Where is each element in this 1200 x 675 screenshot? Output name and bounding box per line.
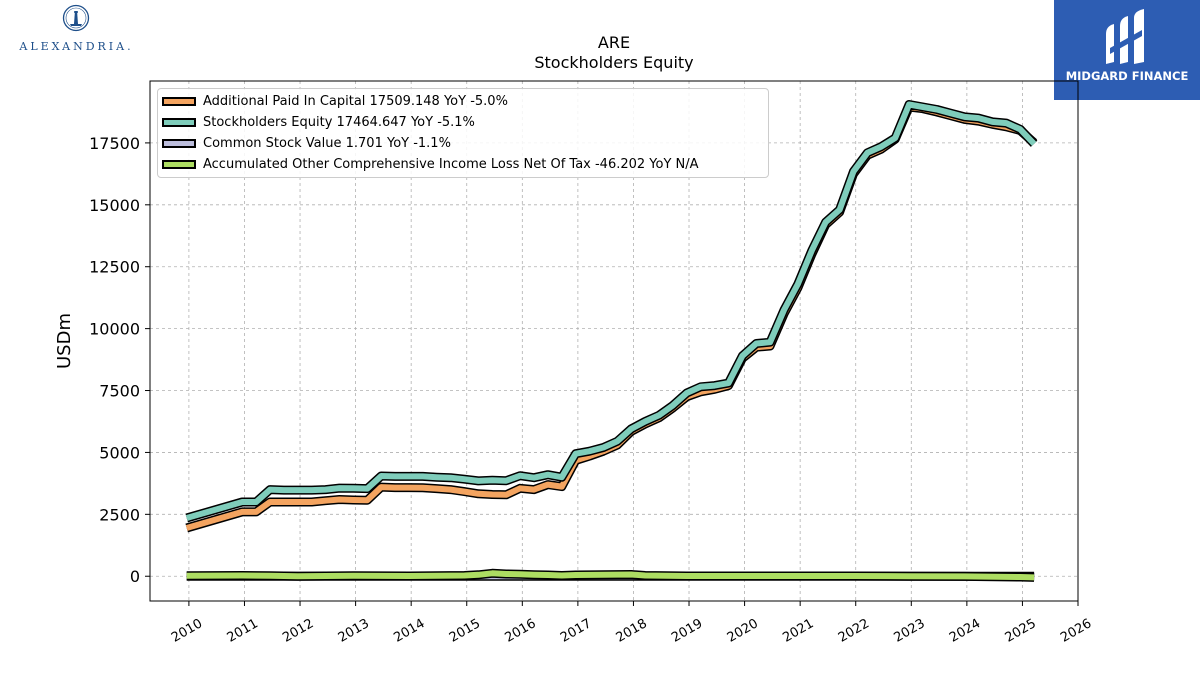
alexandria-logo: ALEXANDRIA.: [4, 4, 149, 56]
x-tick-label: 2011: [225, 616, 261, 646]
y-tick-label: 7500: [99, 382, 140, 401]
x-tick-label: 2019: [669, 616, 705, 646]
x-tick-label: 2015: [447, 616, 483, 646]
x-tick-label: 2014: [391, 616, 427, 646]
legend-label: Additional Paid In Capital 17509.148 YoY…: [203, 93, 508, 109]
legend-item-accumulated-oci: Accumulated Other Comprehensive Income L…: [158, 154, 699, 174]
x-tick-label: 2016: [502, 616, 538, 646]
x-tick-label: 2013: [336, 616, 372, 646]
y-tick-label: 10000: [89, 320, 140, 339]
legend-swatch: [162, 96, 196, 106]
x-tick-label: 2022: [836, 616, 872, 646]
legend: Additional Paid In Capital 17509.148 YoY…: [157, 88, 769, 178]
legend-item-common-stock-value: Common Stock Value 1.701 YoY -1.1%: [158, 133, 451, 153]
legend-item-additional-paid-in-capital: Additional Paid In Capital 17509.148 YoY…: [158, 91, 508, 111]
axis-ticks: 0 2500 5000 7500 10000 12500 15000 17500 2010 201…: [89, 134, 1094, 646]
alexandria-logo-text: ALEXANDRIA.: [19, 40, 134, 53]
series-line-stockholders-equity: [185, 101, 1037, 521]
x-tick-label: 2023: [891, 616, 927, 646]
y-tick-label: 5000: [99, 443, 140, 462]
legend-label: Common Stock Value 1.701 YoY -1.1%: [203, 135, 451, 151]
x-tick-label: 2024: [947, 616, 983, 646]
chart-subtitle: Stockholders Equity: [534, 53, 693, 72]
chart-title: ARE: [598, 33, 630, 52]
legend-swatch: [162, 138, 196, 148]
y-tick-label: 17500: [89, 134, 140, 153]
midgard-finance-logo-text: MIDGARD FINANCE: [1065, 69, 1189, 83]
x-tick-label: 2010: [169, 616, 205, 646]
x-tick-label: 2012: [280, 616, 316, 646]
x-tick-label: 2017: [558, 616, 594, 646]
y-axis-label: USDm: [54, 313, 75, 369]
midgard-m-icon: [1106, 9, 1144, 64]
y-tick-label: 2500: [99, 505, 140, 524]
y-tick-label: 0: [130, 567, 140, 586]
legend-swatch: [162, 117, 196, 127]
legend-label: Accumulated Other Comprehensive Income L…: [203, 156, 699, 172]
x-tick-label: 2018: [614, 616, 650, 646]
plot-frame: [149, 80, 1079, 602]
legend-swatch: [162, 159, 196, 169]
series-line-accumulated-other-comprehensive-income-loss-net-of-tax: [186, 570, 1035, 581]
x-tick-label: 2025: [1003, 616, 1039, 646]
chart-series: [185, 100, 1038, 582]
legend-label: Stockholders Equity 17464.647 YoY -5.1%: [203, 114, 475, 130]
x-tick-label: 2021: [780, 616, 816, 646]
x-tick-label: 2026: [1058, 616, 1094, 646]
legend-item-stockholders-equity: Stockholders Equity 17464.647 YoY -5.1%: [158, 112, 475, 132]
lighthouse-seal-icon: [62, 4, 90, 32]
y-tick-label: 12500: [89, 258, 140, 277]
y-tick-label: 15000: [89, 196, 140, 215]
x-tick-label: 2020: [725, 616, 761, 646]
